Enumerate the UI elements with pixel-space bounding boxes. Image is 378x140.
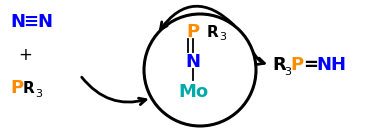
- Text: +: +: [18, 46, 32, 64]
- Text: NH: NH: [316, 56, 346, 74]
- Text: ≡: ≡: [23, 13, 38, 31]
- Text: R: R: [272, 56, 286, 74]
- Text: 3: 3: [219, 32, 226, 42]
- Text: Mo: Mo: [178, 83, 208, 101]
- Text: 3: 3: [35, 89, 42, 99]
- Text: P: P: [10, 79, 23, 97]
- Text: P: P: [186, 23, 200, 41]
- Text: 3: 3: [284, 67, 291, 77]
- Text: N: N: [37, 13, 52, 31]
- Text: R: R: [207, 24, 219, 39]
- Text: P: P: [290, 56, 303, 74]
- Text: =: =: [303, 56, 318, 74]
- Text: N: N: [10, 13, 25, 31]
- Text: R: R: [23, 80, 35, 95]
- Text: N: N: [186, 53, 200, 71]
